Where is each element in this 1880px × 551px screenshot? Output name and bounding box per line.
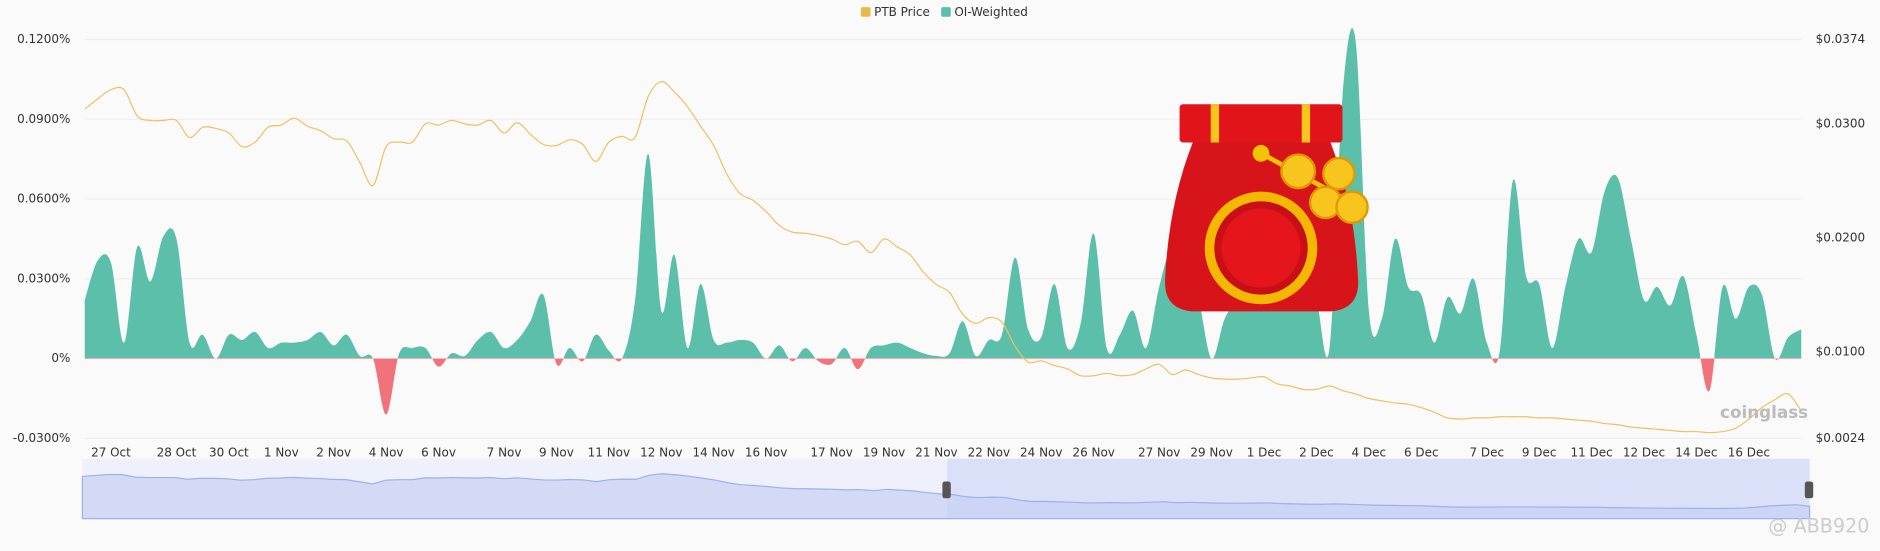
x-tick-label: 1 Dec <box>1247 445 1282 459</box>
legend-swatch <box>860 7 871 17</box>
x-tick-label: 11 Nov <box>588 445 630 459</box>
x-tick-label: 26 Nov <box>1072 445 1114 459</box>
x-tick-label: 17 Nov <box>810 445 852 459</box>
y-tick-label: 0% <box>51 351 70 365</box>
x-tick-label: 9 Nov <box>539 445 574 459</box>
legend: PTB Price OI-Weighted <box>860 5 1028 19</box>
x-tick-label: 2 Nov <box>316 445 351 459</box>
x-tick-label: 27 Oct <box>91 445 131 459</box>
x-tick-label: 21 Nov <box>915 445 957 459</box>
y-tick-label: -0.0300% <box>13 431 71 445</box>
price-line <box>84 81 1802 434</box>
x-tick-label: 1 Nov <box>264 445 299 459</box>
x-tick-label: 14 Nov <box>692 445 734 459</box>
x-tick-label: 14 Dec <box>1675 445 1717 459</box>
x-tick-label: 22 Nov <box>968 445 1010 459</box>
y-tick-label: 0.0600% <box>17 192 70 206</box>
y-tick-label: 0.1200% <box>17 32 70 46</box>
x-tick-label: 11 Dec <box>1570 445 1612 459</box>
x-tick-label: 9 Dec <box>1522 445 1557 459</box>
legend-swatch <box>941 7 951 17</box>
bag-overlay <box>1165 104 1369 312</box>
x-tick-label: 27 Nov <box>1138 445 1180 459</box>
x-tick-label: 24 Nov <box>1020 445 1062 459</box>
x-tick-label: 7 Dec <box>1469 445 1504 459</box>
y2-tick-label: $0.0100 <box>1816 344 1866 358</box>
x-tick-label: 19 Nov <box>863 445 905 459</box>
x-tick-label: 6 Dec <box>1404 445 1439 459</box>
x-tick-label: 16 Nov <box>745 445 787 459</box>
x-tick-label: 28 Oct <box>157 445 197 459</box>
credit: @ ABB920 <box>1768 515 1869 538</box>
legend-label: PTB Price <box>874 5 930 19</box>
navigator <box>81 458 1814 520</box>
x-tick-label: 12 Nov <box>640 445 682 459</box>
navigator-handle[interactable] <box>1804 481 1814 499</box>
y2-tick-label: $0.0024 <box>1816 431 1866 445</box>
x-tick-label: 6 Nov <box>421 445 456 459</box>
x-tick-label: 2 Dec <box>1299 445 1334 459</box>
y-tick-label: 0.0300% <box>17 271 70 285</box>
x-tick-label: 7 Nov <box>487 445 522 459</box>
watermark: coinglass <box>1720 402 1808 422</box>
x-tick-label: 16 Dec <box>1728 445 1770 459</box>
x-tick-label: 4 Dec <box>1352 445 1387 459</box>
positive-area <box>84 28 1802 359</box>
y2-tick-label: $0.0374 <box>1816 32 1866 46</box>
plot <box>84 28 1802 434</box>
y-tick-label: 0.0900% <box>17 112 70 126</box>
x-tick-label: 29 Nov <box>1190 445 1232 459</box>
legend-label: OI-Weighted <box>954 5 1027 19</box>
y2-tick-label: $0.0200 <box>1816 230 1866 244</box>
x-tick-label: 12 Dec <box>1623 445 1665 459</box>
y2-tick-label: $0.0300 <box>1816 116 1866 130</box>
x-tick-label: 4 Nov <box>369 445 404 459</box>
x-tick-label: 30 Oct <box>209 445 249 459</box>
navigator-handle[interactable] <box>942 481 951 499</box>
